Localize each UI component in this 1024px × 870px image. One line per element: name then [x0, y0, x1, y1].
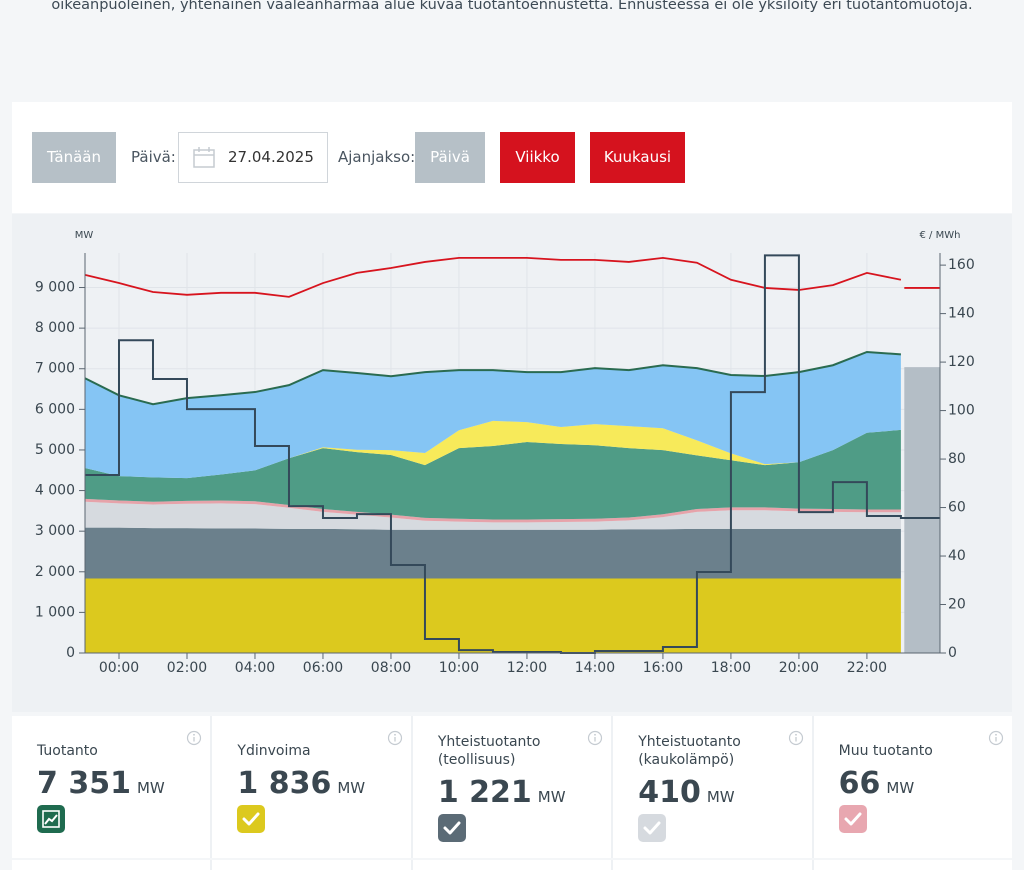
y-tick-label: 2 000	[35, 564, 75, 580]
x-tick-label: 04:00	[235, 660, 275, 676]
y2-tick-label: 20	[948, 597, 966, 613]
card-title: Yhteistuotanto (kaukolämpö)	[638, 733, 741, 768]
x-tick-label: 20:00	[779, 660, 819, 676]
unit: MW	[136, 778, 165, 797]
value: 66	[838, 765, 881, 801]
period-button[interactable]: Viikko	[500, 132, 575, 183]
toggle-icon[interactable]	[437, 813, 466, 842]
y2-tick-label: 120	[948, 354, 975, 370]
card-title: Ydinvoima	[237, 742, 311, 759]
y2-tick-label: 140	[948, 306, 975, 322]
x-tick-label: 08:00	[371, 660, 411, 676]
y2-tick-label: 160	[948, 257, 975, 273]
y-tick-label: 1 000	[35, 604, 75, 620]
area	[85, 501, 901, 530]
value: 7 351	[37, 765, 131, 801]
step-line	[85, 254, 940, 654]
x-tick-label: 06:00	[303, 660, 343, 676]
card: Ydinvoima 1 836 MW	[212, 716, 411, 858]
card	[212, 860, 411, 870]
card-title: Yhteistuotanto (teollisuus)	[437, 733, 541, 768]
value: 410	[638, 774, 701, 810]
card-value: 7 351 MW	[37, 766, 185, 801]
card	[813, 860, 1013, 870]
info-icon[interactable]	[186, 730, 202, 746]
x-tick-label: 10:00	[439, 660, 479, 676]
x-tick-label: 22:00	[847, 660, 887, 676]
y-tick-label: 5 000	[35, 442, 75, 458]
x-tick-label: 12:00	[507, 660, 547, 676]
period-button[interactable]: Päivä	[415, 132, 485, 183]
card	[12, 860, 211, 870]
card: Muu tuotanto 66 MW	[813, 716, 1013, 858]
y-tick-label: 0	[66, 645, 75, 661]
value: 1 221	[437, 774, 532, 810]
x-tick-label: 14:00	[575, 660, 615, 676]
info-icon[interactable]	[988, 730, 1004, 746]
y-tick-label: 9 000	[35, 280, 75, 296]
unit: MW	[706, 787, 735, 806]
y-tick-label: 8 000	[35, 320, 75, 336]
period-button[interactable]: Kuukausi	[590, 132, 685, 183]
y2-tick-label: 40	[948, 548, 966, 564]
cards-row	[12, 860, 1013, 870]
area	[85, 527, 901, 579]
y2-tick-label: 60	[948, 500, 966, 516]
y2-tick-label: 80	[948, 451, 966, 467]
card-value: 1 221 MW	[438, 775, 586, 810]
info-icon[interactable]	[788, 730, 804, 746]
unit: MW	[886, 778, 915, 797]
chart: MW € / MWh 00:00 02:00 04:00 06:00 08:00 10:0…	[12, 214, 1012, 712]
y-tick-label: 4 000	[35, 483, 75, 499]
card-title: Tuotanto	[37, 742, 98, 759]
toggle-icon[interactable]	[37, 804, 65, 833]
x-tick-label: 02:00	[167, 660, 207, 676]
unit: MW	[337, 778, 366, 797]
x-tick-label: 18:00	[711, 660, 751, 676]
y-tick-label: 6 000	[35, 401, 75, 417]
y-tick-label: 3 000	[35, 523, 75, 539]
x-tick-label: 00:00	[99, 660, 139, 676]
cards: Tuotanto 7 351 MW Ydinvoima 1 836 MW Yhteistuo…	[12, 716, 1013, 858]
value: 1 836	[237, 765, 332, 801]
toggle-icon[interactable]	[237, 804, 266, 833]
controls: Tänään Päivä: 27.04.2025 Ajanjakso: Päiv…	[12, 102, 1012, 213]
toggle-icon[interactable]	[838, 804, 867, 833]
unit: MW	[537, 787, 566, 806]
toggle-icon[interactable]	[638, 813, 667, 842]
date-input[interactable]: 27.04.2025	[178, 132, 328, 183]
card: Yhteistuotanto (kaukolämpö) 410 MW	[613, 716, 812, 858]
card: Tuotanto 7 351 MW	[12, 716, 211, 858]
today-button[interactable]: Tänään	[32, 132, 116, 183]
calendar-icon	[193, 147, 215, 168]
info-icon[interactable]	[587, 730, 603, 746]
card-value: 1 836 MW	[237, 766, 385, 801]
period-label: Ajanjakso:	[338, 148, 416, 166]
x-tick-label: 16:00	[643, 660, 683, 676]
card	[613, 860, 812, 870]
date-value: 27.04.2025	[228, 148, 314, 166]
y2-tick-label: 100	[948, 403, 975, 419]
y-tick-label: 7 000	[35, 361, 75, 377]
card	[412, 860, 612, 870]
area	[85, 420, 901, 479]
card: Yhteistuotanto (teollisuus) 1 221 MW	[412, 716, 612, 858]
day-label: Päivä:	[131, 148, 176, 166]
forecast-area	[904, 367, 940, 653]
info-icon[interactable]	[387, 730, 403, 746]
intro-text: oikeanpuoleinen, yhtenäinen vaaleanharma…	[51, 0, 973, 13]
area	[85, 578, 901, 653]
card-title: Muu tuotanto	[838, 742, 933, 759]
card-value: 66 MW	[839, 766, 987, 801]
y2-tick-label: 0	[948, 645, 957, 661]
card-value: 410 MW	[638, 775, 786, 810]
y-axis-label: MW	[75, 230, 94, 241]
y2-axis-label: € / MWh	[920, 230, 961, 241]
